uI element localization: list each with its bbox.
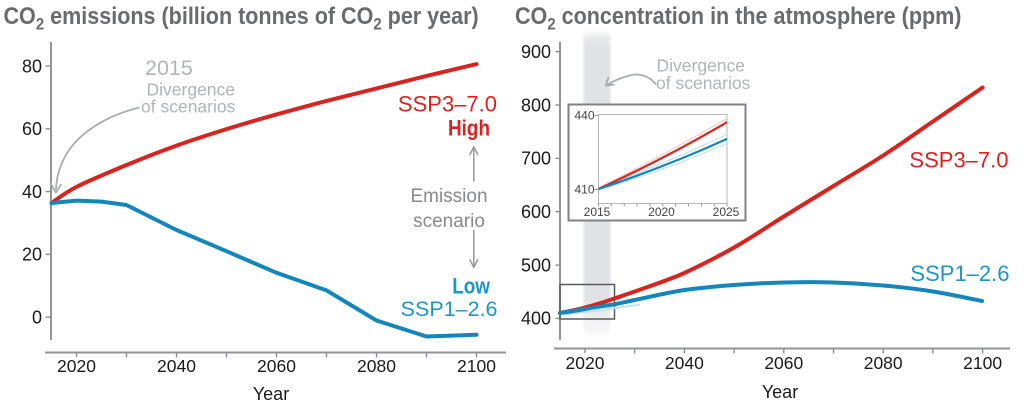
svg-text:CO2 emissions (billion tonnes: CO2 emissions (billion tonnes of CO2 per… <box>4 2 479 34</box>
svg-text:High: High <box>448 116 490 141</box>
svg-text:scenario: scenario <box>413 211 485 232</box>
svg-text:2060: 2060 <box>764 353 803 373</box>
svg-text:of scenarios: of scenarios <box>141 96 236 116</box>
svg-text:SSP1–2.6: SSP1–2.6 <box>401 297 498 321</box>
svg-text:800: 800 <box>521 95 551 115</box>
svg-text:2080: 2080 <box>357 356 396 376</box>
svg-text:410: 410 <box>574 183 594 197</box>
svg-text:2040: 2040 <box>157 356 196 376</box>
svg-text:Low: Low <box>452 274 490 299</box>
svg-text:40: 40 <box>22 182 42 202</box>
svg-text:60: 60 <box>22 119 42 139</box>
svg-text:2080: 2080 <box>864 353 903 373</box>
svg-text:20: 20 <box>22 245 42 265</box>
svg-text:2060: 2060 <box>257 356 296 376</box>
svg-text:2025: 2025 <box>713 205 740 219</box>
svg-text:2020: 2020 <box>566 353 605 373</box>
svg-text:2100: 2100 <box>457 356 496 376</box>
svg-text:440: 440 <box>574 109 594 123</box>
svg-text:600: 600 <box>521 202 551 222</box>
svg-text:0: 0 <box>32 308 42 328</box>
svg-text:2015: 2015 <box>584 205 611 219</box>
svg-text:Divergence: Divergence <box>657 56 746 76</box>
svg-text:Year: Year <box>253 384 289 404</box>
svg-text:80: 80 <box>22 57 42 77</box>
svg-text:SSP3–7.0: SSP3–7.0 <box>398 92 497 117</box>
svg-text:2020: 2020 <box>648 205 675 219</box>
svg-text:Emission: Emission <box>410 186 487 207</box>
svg-text:700: 700 <box>521 149 551 169</box>
svg-text:Divergence: Divergence <box>147 80 236 100</box>
svg-text:400: 400 <box>521 309 551 329</box>
svg-text:SSP3–7.0: SSP3–7.0 <box>909 147 1008 172</box>
svg-text:900: 900 <box>521 42 551 62</box>
svg-text:2100: 2100 <box>963 353 1002 373</box>
svg-text:SSP1–2.6: SSP1–2.6 <box>910 261 1009 286</box>
svg-text:2040: 2040 <box>665 353 704 373</box>
svg-text:Year: Year <box>762 382 798 402</box>
svg-text:2020: 2020 <box>57 356 96 376</box>
svg-text:CO2 concentration in the atmos: CO2 concentration in the atmosphere (ppm… <box>515 2 961 34</box>
svg-text:500: 500 <box>521 255 551 275</box>
svg-text:of scenarios: of scenarios <box>656 73 751 93</box>
svg-text:2015: 2015 <box>145 56 193 80</box>
